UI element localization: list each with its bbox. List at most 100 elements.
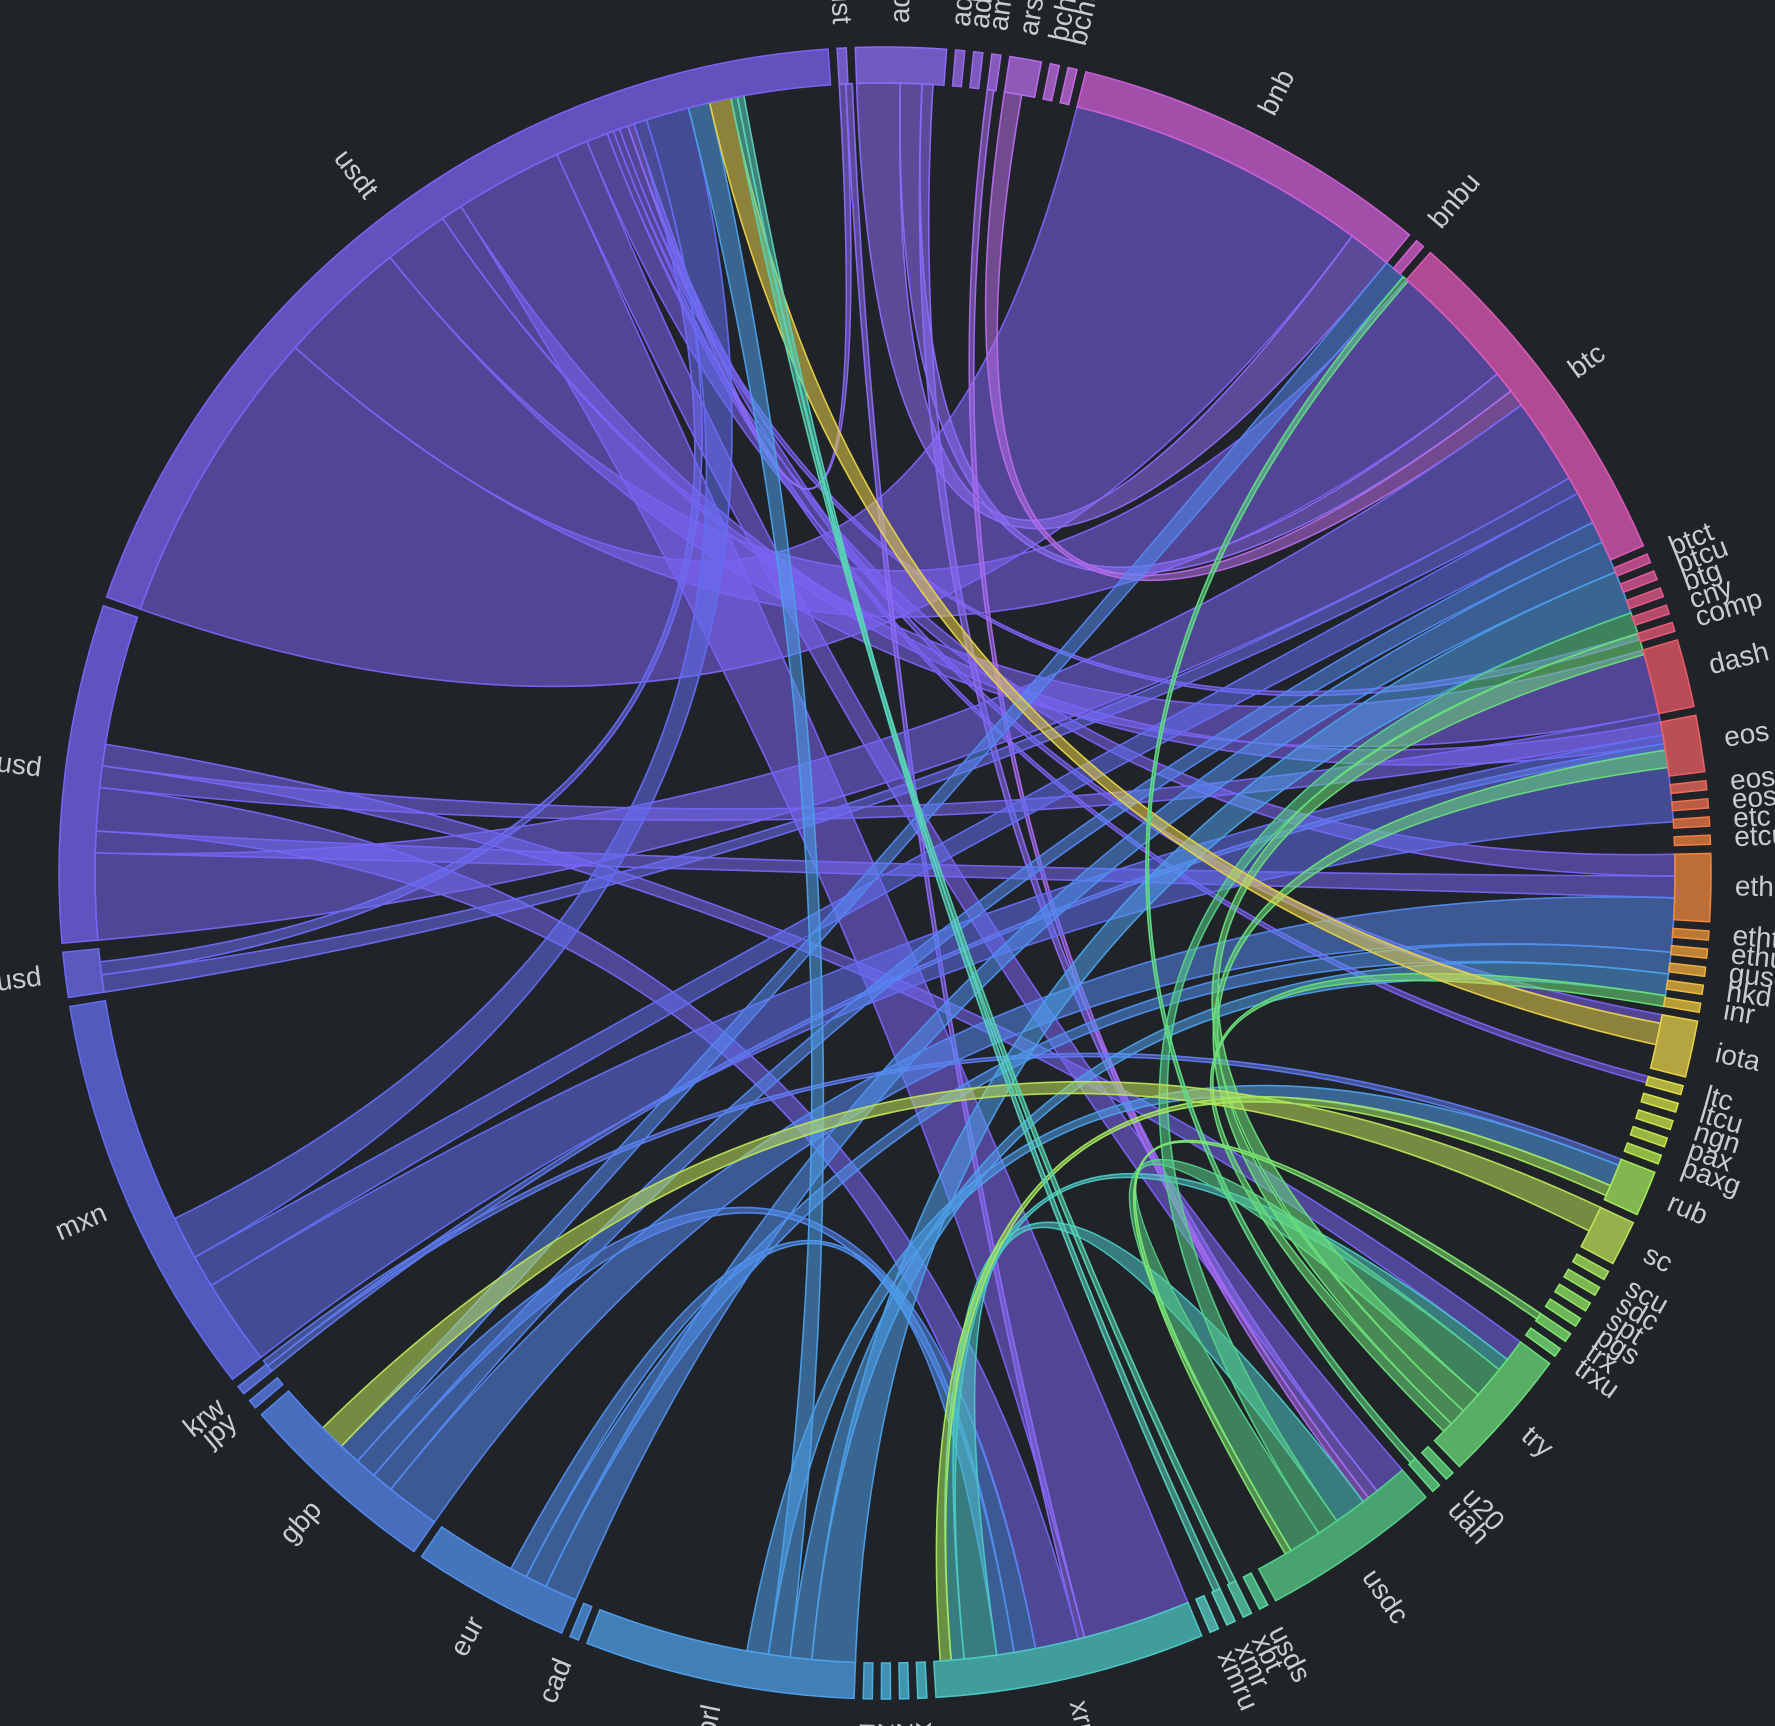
arc-eth	[1672, 852, 1712, 923]
arc-trxu	[1524, 1326, 1562, 1358]
arc-z20	[898, 1661, 910, 1700]
label-eosu: eosu	[1730, 779, 1775, 815]
arc-btg	[1625, 587, 1665, 610]
label-cad: cad	[532, 1654, 578, 1708]
arc-scu	[1571, 1253, 1610, 1281]
arc-xbt	[1226, 1579, 1253, 1619]
label-ust: ust	[825, 0, 858, 25]
label-mxn: mxn	[50, 1197, 111, 1247]
label-iota: iota	[1713, 1037, 1764, 1077]
arc-u20	[1420, 1445, 1454, 1481]
label-rub: rub	[1663, 1187, 1712, 1231]
label-usd: usd	[0, 746, 43, 782]
label-xrpu: xrpu	[910, 1721, 943, 1726]
ribbon-uah-bnb	[1145, 275, 1417, 1464]
arc-bnb	[1076, 70, 1411, 264]
arc-jpy	[248, 1376, 284, 1409]
label-sc: sc	[1639, 1238, 1678, 1278]
label-gbp: gbp	[273, 1494, 327, 1549]
arc-btc	[1405, 251, 1645, 561]
arc-ngn	[1634, 1109, 1674, 1131]
label-bnbu: bnbu	[1422, 167, 1486, 235]
arc-etht	[1671, 927, 1710, 941]
label-hkd: hkd	[1725, 976, 1774, 1013]
arc-cad	[569, 1602, 593, 1641]
label-usdt: usdt	[328, 143, 385, 204]
arc-usd	[58, 604, 139, 945]
arc-adau	[969, 50, 984, 90]
arc-hkd	[1665, 979, 1705, 996]
arc-adat	[951, 49, 966, 88]
label-eost: eost	[1728, 760, 1775, 796]
arc-pgs	[1544, 1298, 1582, 1328]
arc-spt	[1553, 1283, 1592, 1312]
arc-ethu	[1669, 944, 1709, 959]
arc-xrp	[932, 1601, 1203, 1699]
label-eth: eth	[1735, 870, 1774, 902]
label-ars: ars	[1012, 0, 1049, 38]
label-bnb: bnb	[1252, 64, 1301, 120]
arc-try	[1433, 1341, 1551, 1468]
arc-rub	[1603, 1158, 1656, 1216]
label-try: try	[1516, 1419, 1560, 1463]
ribbons-layer	[94, 82, 1676, 1664]
arc-trx	[1534, 1312, 1572, 1343]
arc-iota	[1649, 1013, 1699, 1078]
label-z20: z20	[891, 1722, 923, 1726]
arc-dash	[1641, 638, 1695, 715]
label-etc: etc	[1732, 800, 1771, 833]
arc-etc	[1672, 816, 1711, 829]
label-etht: etht	[1732, 920, 1775, 954]
label-ada: ada	[884, 0, 916, 23]
arc-mxn	[69, 999, 262, 1381]
arc-zecu	[862, 1661, 874, 1700]
label-dash: dash	[1705, 635, 1771, 680]
arc-uah	[1407, 1457, 1441, 1493]
arc-ust	[836, 47, 849, 86]
label-etcu: etcu	[1734, 819, 1775, 852]
arc-gusd	[1667, 962, 1707, 978]
label-btc: btc	[1562, 337, 1610, 384]
label-zecu: zecu	[848, 1722, 880, 1726]
arc-pax	[1629, 1125, 1669, 1148]
label-tusd: tusd	[0, 960, 43, 997]
arc-sdc	[1562, 1268, 1601, 1297]
label-gusd: gusd	[1727, 957, 1775, 995]
arc-xrpu	[915, 1661, 928, 1700]
arc-ltcu	[1640, 1092, 1680, 1114]
arc-usdt	[105, 48, 832, 611]
arcs-layer	[58, 46, 1712, 1700]
label-brl: brl	[690, 1702, 727, 1726]
arc-cny	[1631, 604, 1671, 627]
arc-eos	[1659, 714, 1706, 777]
label-usdc: usdc	[1356, 1563, 1415, 1629]
arc-eosu	[1670, 797, 1710, 812]
arc-eur	[420, 1525, 577, 1635]
arc-etcu	[1673, 834, 1712, 847]
label-eur: eur	[443, 1611, 490, 1661]
arc-usds	[1242, 1572, 1269, 1611]
label-xrp: xrp	[1064, 1697, 1103, 1726]
label-adat: adat	[945, 0, 981, 28]
arc-comp	[1636, 621, 1676, 643]
arc-brl	[585, 1608, 857, 1700]
arc-xmru	[1194, 1594, 1220, 1634]
arc-bchu	[1059, 66, 1078, 106]
arc-zec	[880, 1662, 892, 1700]
arc-inr	[1662, 996, 1702, 1014]
arc-btct	[1612, 553, 1652, 578]
arc-krw	[237, 1363, 273, 1395]
arc-ars	[1003, 55, 1043, 99]
arc-btcu	[1619, 570, 1659, 594]
arc-ltc	[1645, 1075, 1685, 1096]
arc-amp	[986, 53, 1002, 92]
arc-paxg	[1623, 1142, 1663, 1165]
arc-tusd	[61, 947, 105, 999]
label-zec: zec	[873, 1723, 904, 1726]
arc-eost	[1669, 779, 1708, 795]
arc-usdc	[1257, 1468, 1427, 1602]
arc-gbp	[260, 1389, 436, 1553]
arc-bnbu	[1392, 239, 1425, 275]
